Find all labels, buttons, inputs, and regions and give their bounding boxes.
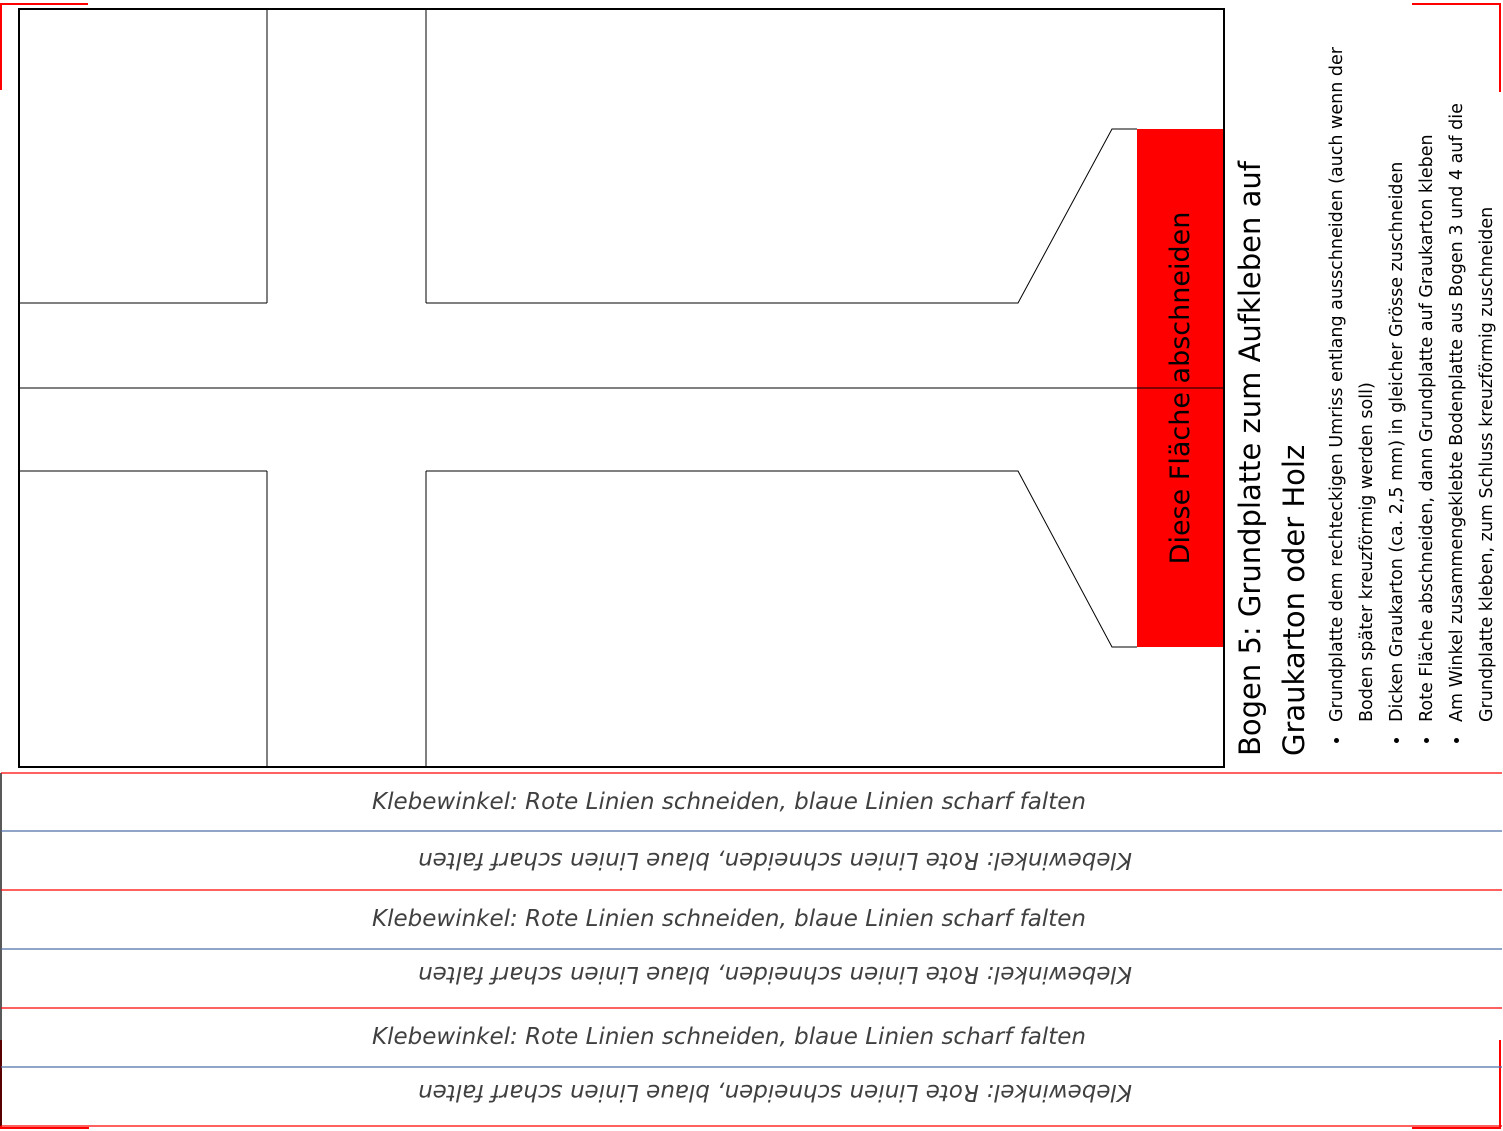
instruction-item: Am Winkel zusammengeklebte Bodenplatte a… [1442,16,1502,726]
strip-lines [0,772,1502,1127]
instruction-item: Grundplatte dem rechteckigen Umriss entl… [1322,16,1382,726]
strip-label-inverted: Klebewinkel: Rote Linien schneiden, blau… [418,1079,1132,1105]
strip-label: Klebewinkel: Rote Linien schneiden, blau… [372,1024,1086,1050]
instruction-list: Grundplatte dem rechteckigen Umriss entl… [1322,16,1502,756]
cross-lines [19,9,1224,767]
red-panel-label: Diese Fläche abschneiden [1165,211,1196,565]
strip-label: Klebewinkel: Rote Linien schneiden, blau… [372,789,1086,815]
strip-label: Klebewinkel: Rote Linien schneiden, blau… [372,906,1086,932]
sheet-title: Bogen 5: Grundplatte zum Aufkleben auf Gr… [1233,161,1311,756]
strip-label-inverted: Klebewinkel: Rote Linien schneiden, blau… [418,961,1132,987]
instructions-block: Bogen 5: Grundplatte zum Aufkleben auf Gr… [1228,16,1498,756]
instruction-item: Dicken Graukarton (ca. 2,5 mm) in gleich… [1382,16,1412,726]
instruction-item: Rote Fläche abschneiden, dann Grundplatt… [1412,16,1442,726]
strip-label-inverted: Klebewinkel: Rote Linien schneiden, blau… [418,847,1132,873]
